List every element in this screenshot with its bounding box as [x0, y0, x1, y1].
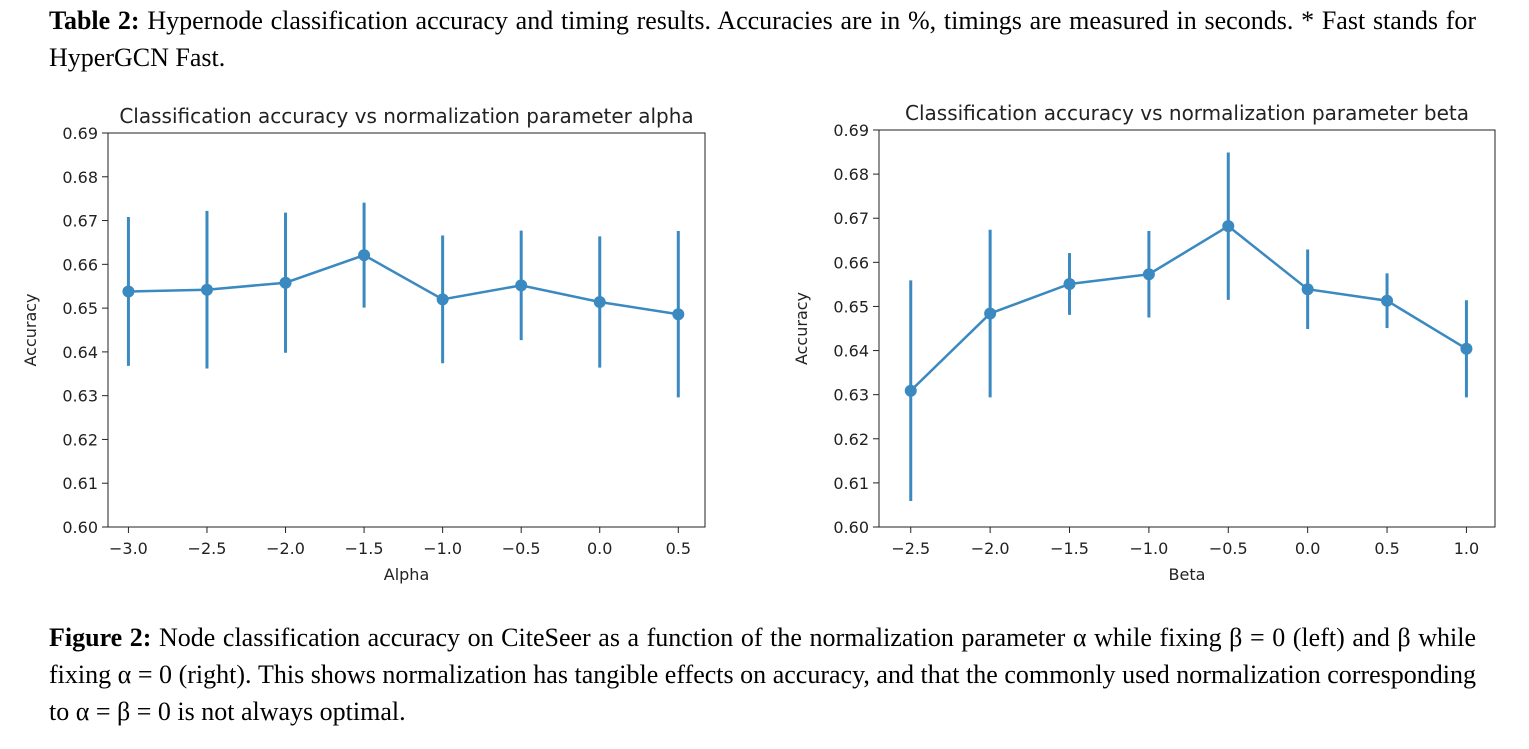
x-tick-label: 0.0 [587, 539, 612, 558]
plot-frame [878, 129, 1496, 528]
point [1460, 342, 1473, 355]
y-tick-label: 0.68 [833, 165, 869, 184]
point [904, 384, 917, 397]
x-tick-label: −1.5 [1050, 539, 1089, 558]
y-tick-label: 0.68 [62, 168, 98, 187]
point [279, 276, 292, 289]
x-tick-label: −1.0 [423, 539, 462, 558]
x-tick-label: −2.5 [188, 539, 227, 558]
y-tick-label: 0.65 [833, 297, 869, 316]
plot-frame [107, 132, 706, 528]
point [672, 308, 685, 321]
x-tick-label: −0.5 [502, 539, 541, 558]
y-tick-label: 0.65 [62, 299, 98, 318]
caption-label: Figure 2: [49, 623, 152, 652]
y-tick-label: 0.62 [62, 430, 98, 449]
y-tick-label: 0.67 [833, 209, 869, 228]
point [593, 295, 606, 308]
figure-caption: Figure 2: Node classification accuracy o… [49, 619, 1476, 730]
y-tick-label: 0.60 [62, 518, 98, 537]
y-tick-label: 0.66 [833, 253, 869, 272]
point [1142, 268, 1155, 281]
y-tick-label: 0.63 [62, 387, 98, 406]
y-tick-label: 0.66 [62, 255, 98, 274]
point [984, 307, 997, 320]
x-tick-label: −2.0 [971, 539, 1010, 558]
x-tick-label: 0.0 [1295, 539, 1320, 558]
x-tick-label: −1.0 [1129, 539, 1168, 558]
y-tick-label: 0.60 [833, 518, 869, 537]
point [1063, 277, 1076, 290]
x-axis-label: Alpha [384, 565, 430, 584]
point [1301, 283, 1314, 296]
x-tick-label: −2.0 [266, 539, 305, 558]
y-tick-label: 0.62 [833, 430, 869, 449]
y-tick-label: 0.61 [62, 474, 98, 493]
point [200, 283, 213, 296]
caption-label: Table 2: [49, 6, 140, 35]
x-tick-label: 0.5 [666, 539, 691, 558]
x-tick-label: −0.5 [1209, 539, 1248, 558]
x-tick-label: −1.5 [345, 539, 384, 558]
point [1222, 220, 1235, 233]
point [515, 279, 528, 292]
y-tick-label: 0.69 [62, 124, 98, 143]
x-tick-label: −2.5 [891, 539, 930, 558]
caption-text: Node classification accuracy on CiteSeer… [49, 623, 1477, 726]
x-tick-label: 1.0 [1454, 539, 1479, 558]
y-tick-label: 0.69 [833, 121, 869, 140]
table-caption: Table 2: Hypernode classification accura… [49, 2, 1476, 76]
point [122, 285, 135, 298]
x-tick-label: 0.5 [1374, 539, 1399, 558]
chart-title: Classification accuracy vs normalization… [119, 104, 693, 128]
x-tick-label: −3.0 [109, 539, 148, 558]
y-axis-label: Accuracy [792, 292, 811, 365]
y-tick-label: 0.64 [833, 342, 869, 361]
y-axis-label: Accuracy [21, 293, 40, 366]
y-tick-label: 0.67 [62, 212, 98, 231]
point [436, 293, 449, 306]
line [128, 253, 679, 316]
x-axis-label: Beta [1169, 565, 1206, 584]
line [909, 224, 1468, 392]
chart-title: Classification accuracy vs normalization… [905, 101, 1469, 125]
y-tick-label: 0.61 [833, 474, 869, 493]
y-tick-label: 0.64 [62, 343, 98, 362]
point [358, 249, 371, 262]
y-tick-label: 0.63 [833, 386, 869, 405]
caption-text: Hypernode classification accuracy and ti… [49, 6, 1477, 72]
point [1381, 294, 1394, 307]
